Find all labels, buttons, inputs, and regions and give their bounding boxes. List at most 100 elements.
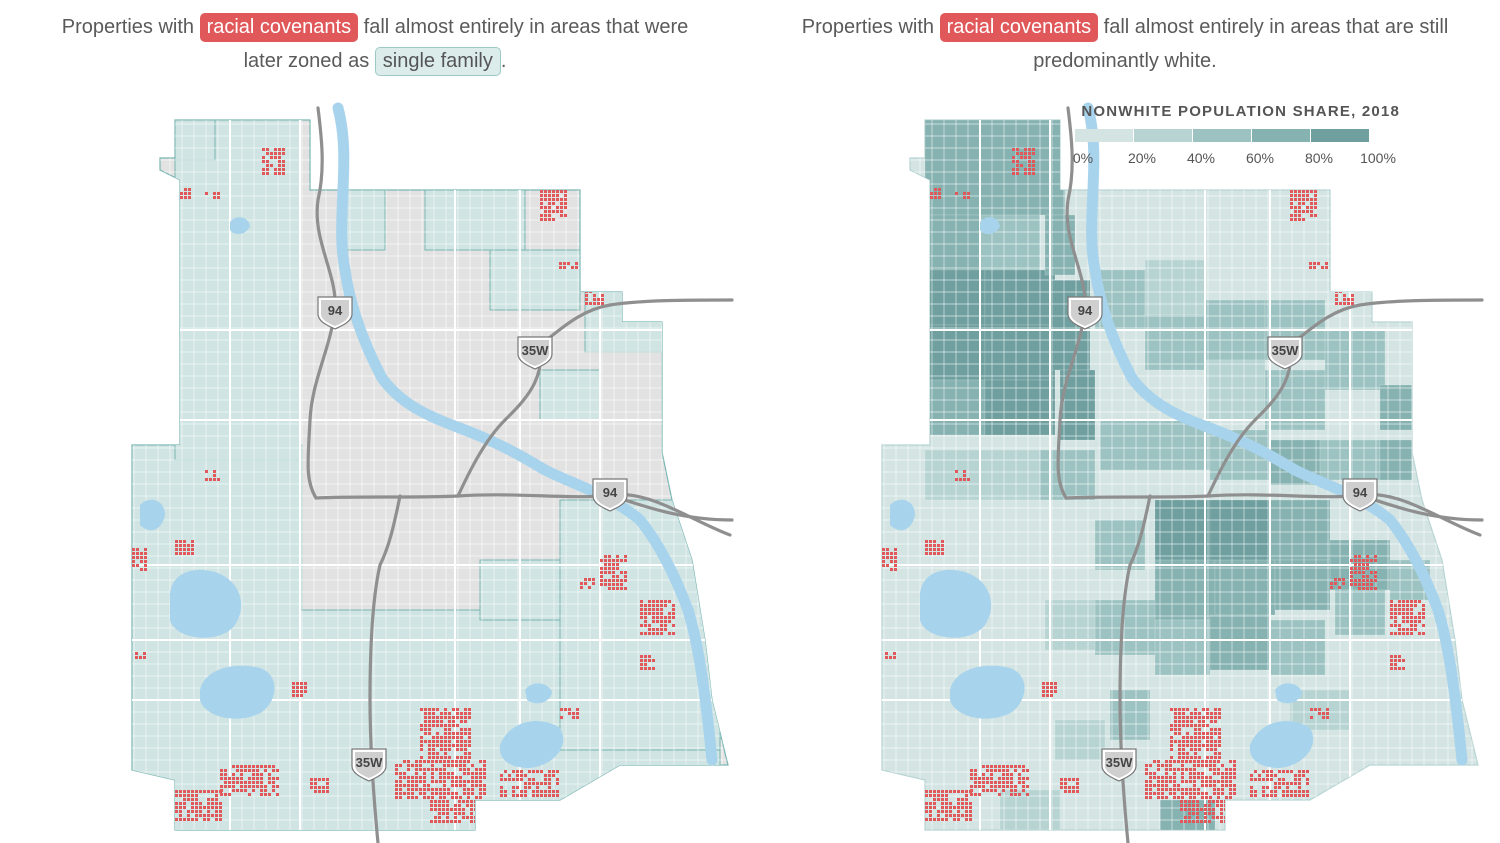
highway-line — [315, 106, 337, 312]
legend-label: 80% — [1304, 150, 1334, 166]
interstate-94-east-shield: 94 — [1342, 478, 1378, 512]
census-tract — [1379, 384, 1413, 431]
interstate-35w-north-shield: 35W — [1267, 336, 1303, 370]
highway-line — [1206, 343, 1293, 498]
lake-nokomis — [1249, 721, 1314, 768]
shield-label: 94 — [328, 303, 343, 318]
highway-line — [306, 308, 460, 500]
caption-text: Properties with — [801, 16, 935, 38]
shield-fill — [596, 482, 624, 508]
caption-period: . — [500, 50, 507, 72]
census-tract — [1269, 499, 1331, 561]
legend-swatch — [1075, 129, 1133, 142]
lake-hiawatha — [525, 683, 552, 704]
shield-label: 35W — [356, 755, 383, 770]
right-map-caption: Properties with racial covenants fall al… — [790, 10, 1460, 78]
highway-line — [456, 343, 543, 498]
lake-calhoun — [169, 569, 242, 638]
shield-fill — [1105, 752, 1133, 778]
nonwhite-share-map: 94 35W 94 35W — [881, 102, 1484, 843]
racial-covenants-highlight: racial covenants — [199, 13, 359, 42]
interstate-35w-south-shield: 35W — [351, 748, 387, 782]
legend-swatch — [1134, 129, 1192, 142]
legend-labels: 0% 20% 40% 60% 80% 100% — [1060, 150, 1410, 170]
census-tract — [924, 269, 986, 326]
shield-fill — [521, 340, 549, 366]
shield-label: 35W — [1106, 755, 1133, 770]
census-tract — [984, 379, 1056, 436]
mississippi-river — [1082, 102, 1468, 766]
census-tract — [924, 449, 981, 501]
census-tract — [1054, 719, 1106, 761]
highway-line — [1288, 298, 1484, 347]
shield-fill — [321, 300, 349, 326]
highway-line — [1056, 308, 1210, 500]
caption-text: fall almost entirely in areas that are s… — [1033, 16, 1449, 72]
lake-harriet — [200, 665, 275, 719]
zoning-map: 94 35W 94 35W — [131, 102, 734, 843]
lake-nokomis — [499, 721, 564, 768]
shield-fill — [1271, 340, 1299, 366]
small-lake — [230, 217, 250, 235]
census-tract — [1044, 599, 1096, 651]
racial-covenants-highlight: racial covenants — [939, 13, 1099, 42]
census-tract — [1209, 499, 1271, 561]
census-tract — [984, 269, 1056, 326]
single-family-highlight: single family — [374, 47, 501, 76]
shield-fill — [1071, 300, 1099, 326]
city-content — [882, 120, 1478, 830]
shield-label: 94 — [603, 485, 618, 500]
highway-line — [1065, 106, 1087, 312]
legend-swatch — [1311, 129, 1369, 142]
census-tract — [1209, 614, 1271, 671]
lake-harriet — [950, 665, 1025, 719]
mississippi-river — [332, 102, 718, 766]
census-tract — [1154, 499, 1211, 561]
left-map-caption: Properties with racial covenants fall al… — [40, 10, 710, 78]
legend-label: 20% — [1127, 150, 1157, 166]
census-tract — [1099, 419, 1161, 471]
single-family-zoning-map-panel: Properties with racial covenants fall al… — [40, 10, 734, 843]
interstate-35w-south-shield: 35W — [1101, 748, 1137, 782]
highway-line — [538, 298, 734, 347]
shield-label: 35W — [1272, 343, 1299, 358]
shield-fill — [355, 752, 383, 778]
legend-label: 0% — [1072, 150, 1094, 166]
census-tract — [924, 120, 1066, 216]
single-family-zone — [539, 369, 601, 421]
census-tract — [979, 449, 1041, 501]
census-tract — [984, 324, 1056, 381]
shield-label: 35W — [522, 343, 549, 358]
legend-swatch — [1252, 129, 1310, 142]
interstate-94-north-shield: 94 — [317, 296, 353, 330]
census-tract — [924, 214, 981, 271]
shield-label: 94 — [1078, 303, 1093, 318]
interstate-35w-north-shield: 35W — [517, 336, 553, 370]
covenant-properties — [132, 148, 675, 823]
caption-text: Properties with — [61, 16, 195, 38]
census-tract — [924, 324, 986, 381]
census-tract — [1334, 589, 1386, 636]
interstate-94-north-shield: 94 — [1067, 296, 1103, 330]
legend-color-bar — [1075, 129, 1370, 142]
census-tract — [1039, 449, 1096, 501]
single-family-zone — [174, 120, 216, 161]
census-tract — [1109, 689, 1151, 741]
lake-hiawatha — [1275, 683, 1302, 704]
nonwhite-share-map-panel: Properties with racial covenants fall al… — [750, 0, 1500, 843]
shield-fill — [1346, 482, 1374, 508]
legend-label: 60% — [1245, 150, 1275, 166]
census-tract — [1144, 314, 1206, 371]
caption-text: fall almost entirely in areas that were … — [243, 16, 689, 72]
legend-label: 40% — [1186, 150, 1216, 166]
census-tract — [1154, 619, 1211, 676]
lake-of-the-isles — [890, 499, 915, 531]
census-tract — [1274, 559, 1331, 611]
interstate-94-east-shield: 94 — [592, 478, 628, 512]
small-lake — [980, 217, 1000, 235]
lake-calhoun — [919, 569, 992, 638]
legend-swatch — [1193, 129, 1251, 142]
legend-label: 100% — [1360, 150, 1396, 166]
legend-title: NONWHITE POPULATION SHARE, 2018 — [1081, 103, 1400, 120]
shield-label: 94 — [1353, 485, 1368, 500]
